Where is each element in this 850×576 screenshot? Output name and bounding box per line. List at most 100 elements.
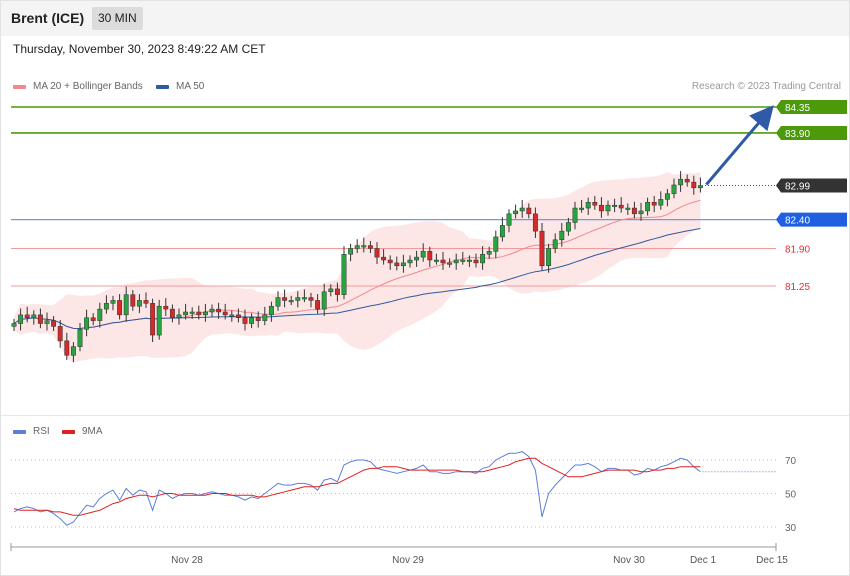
- candle-body: [24, 314, 30, 319]
- candle-body: [678, 178, 684, 186]
- candle-body: [51, 320, 57, 327]
- candle-body: [295, 297, 301, 301]
- timeframe-button[interactable]: 30 MIN: [92, 7, 143, 30]
- candle-body: [605, 204, 611, 212]
- candle-body: [268, 305, 274, 316]
- candle-body: [658, 199, 664, 206]
- rsi-ma-label: 9MA: [82, 426, 103, 437]
- candle-body: [631, 207, 637, 215]
- level-tag-text: 81.25: [785, 282, 810, 293]
- candle-body: [697, 185, 703, 189]
- candle-body: [645, 202, 651, 212]
- candle-body: [361, 245, 367, 248]
- candle-body: [552, 239, 558, 249]
- candle-body: [354, 245, 360, 249]
- candle-body: [374, 248, 380, 258]
- candle-body: [97, 308, 103, 321]
- candle-body: [638, 210, 644, 215]
- candle-body: [110, 300, 116, 304]
- candle-body: [466, 259, 472, 262]
- moving-averages: [13, 199, 701, 330]
- level-tag: [776, 100, 847, 114]
- ma50-label: MA 50: [176, 81, 205, 92]
- legend-rsi: RSI: [13, 426, 50, 437]
- candle-body: [11, 323, 17, 327]
- candle-body: [275, 297, 281, 307]
- candle-body: [216, 308, 222, 313]
- candle-body: [513, 210, 519, 215]
- rsi-ma-swatch: [62, 429, 75, 434]
- level-tags: 84.35 83.90 82.99 82.40 81.90 81.25: [776, 100, 847, 293]
- x-axis-label: Dec 15: [756, 555, 788, 566]
- candle-body: [156, 305, 162, 336]
- candle-body: [572, 207, 578, 223]
- candle-body: [328, 288, 334, 293]
- candle-body: [480, 253, 486, 264]
- candle-body: [90, 317, 96, 321]
- panel-separator: [1, 415, 849, 416]
- candle-body: [440, 259, 446, 264]
- level-tag-text: 84.35: [785, 103, 810, 114]
- rsi-level-label: 30: [785, 523, 797, 534]
- candle-body: [453, 259, 459, 264]
- candle-body: [684, 178, 690, 183]
- candle-body: [262, 314, 268, 321]
- instrument-title: Brent (ICE): [11, 10, 85, 26]
- candle-body: [387, 259, 393, 264]
- candle-body: [196, 311, 202, 316]
- candle-body: [506, 213, 512, 226]
- candle-body: [447, 262, 453, 265]
- candle-body: [433, 259, 439, 262]
- candle-body: [559, 230, 565, 241]
- candle-body: [671, 184, 677, 194]
- candle-body: [473, 259, 479, 264]
- candle-body: [150, 303, 156, 336]
- candle-body: [460, 259, 466, 262]
- candle-body: [301, 297, 307, 300]
- level-tag-text: 83.90: [785, 129, 810, 140]
- candle-body: [209, 308, 215, 313]
- rsi-panel: 70 50 30: [11, 451, 797, 534]
- rsi-label: RSI: [33, 426, 50, 437]
- legend-rsi-ma: 9MA: [62, 426, 103, 437]
- candle-body: [394, 262, 400, 267]
- projection-arrow: [705, 105, 774, 186]
- candle-body: [77, 329, 83, 347]
- candle-body: [282, 297, 288, 301]
- candle-body: [18, 314, 24, 324]
- candle-body: [242, 317, 248, 324]
- candle-body: [546, 248, 552, 267]
- candle-body: [579, 207, 585, 210]
- candle-body: [288, 300, 294, 303]
- candle-body: [539, 230, 545, 267]
- candle-body: [625, 207, 631, 210]
- candle-body: [367, 245, 373, 249]
- candle-body: [315, 300, 321, 310]
- candle-body: [414, 256, 420, 261]
- legend-ma50: MA 50: [156, 81, 204, 92]
- candle-body: [532, 213, 538, 232]
- candle-body: [255, 317, 261, 321]
- level-tag-text: 81.90: [785, 244, 810, 255]
- candle-body: [123, 294, 129, 316]
- candle-body: [341, 253, 347, 295]
- level-tag-text: 82.99: [785, 182, 810, 193]
- candle-body: [407, 259, 413, 264]
- candle-body: [176, 314, 182, 319]
- ma50-line: [13, 228, 701, 330]
- candle-body: [519, 207, 525, 212]
- rsi-ma-line: [13, 457, 701, 516]
- candle-body: [31, 314, 37, 319]
- candle-body: [664, 193, 670, 200]
- candle-body: [526, 207, 532, 215]
- rsi-level-label: 50: [785, 490, 797, 501]
- candle-body: [592, 202, 598, 206]
- candle-body: [229, 314, 235, 317]
- candle-body: [169, 308, 175, 319]
- candle-body: [348, 248, 354, 255]
- candle-body: [136, 300, 142, 307]
- candle-body: [334, 288, 340, 295]
- candle-body: [235, 314, 241, 319]
- candle-body: [202, 311, 208, 316]
